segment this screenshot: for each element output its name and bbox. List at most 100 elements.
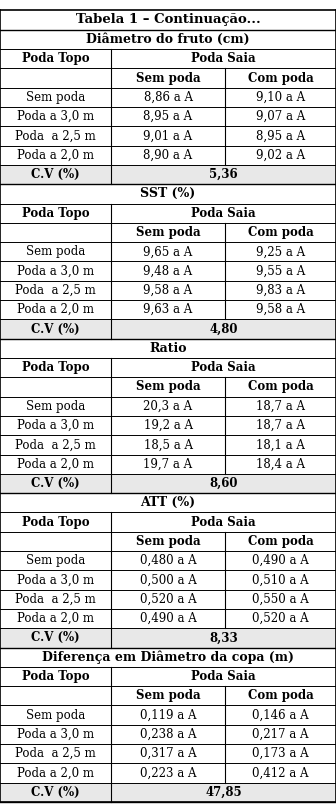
Text: 0,520 a A: 0,520 a A [252,612,309,625]
Text: C.V (%): C.V (%) [31,631,80,644]
Text: Poda  a 2,5 m: Poda a 2,5 m [15,284,96,297]
Text: Com poda: Com poda [248,535,313,548]
Text: 8,95 a A: 8,95 a A [143,110,193,123]
Text: 18,5 a A: 18,5 a A [143,438,193,451]
Text: Poda a 3,0 m: Poda a 3,0 m [17,728,94,741]
Text: 9,58 a A: 9,58 a A [143,284,193,297]
Text: Com poda: Com poda [248,689,313,702]
Text: Poda a 2,0 m: Poda a 2,0 m [17,149,94,162]
Text: Sem poda: Sem poda [26,555,85,567]
Text: Sem poda: Sem poda [26,245,85,258]
Text: Sem poda: Sem poda [26,91,85,104]
Text: Poda a 2,0 m: Poda a 2,0 m [17,767,94,779]
Text: 0,173 a A: 0,173 a A [252,747,309,760]
Text: Poda  a 2,5 m: Poda a 2,5 m [15,592,96,606]
Text: Diâmetro do fruto (cm): Diâmetro do fruto (cm) [86,33,250,46]
Text: 9,65 a A: 9,65 a A [143,245,193,258]
Bar [0,783,336,802]
Text: 0,223 a A: 0,223 a A [140,767,196,779]
Text: 9,83 a A: 9,83 a A [256,284,305,297]
Text: Sem poda: Sem poda [136,380,200,393]
Text: Poda  a 2,5 m: Poda a 2,5 m [15,747,96,760]
Text: 9,01 a A: 9,01 a A [143,130,193,143]
Text: Ratio: Ratio [149,342,187,355]
Text: Poda Topo: Poda Topo [22,206,89,220]
Text: 0,217 a A: 0,217 a A [252,728,309,741]
Text: 9,48 a A: 9,48 a A [143,264,193,277]
Text: Poda Saia: Poda Saia [191,516,256,529]
Text: Sem poda: Sem poda [136,226,200,239]
Text: C.V (%): C.V (%) [31,168,80,181]
Text: 8,60: 8,60 [209,477,238,490]
Text: 19,7 a A: 19,7 a A [143,458,193,471]
Text: 47,85: 47,85 [205,786,242,799]
Text: Poda  a 2,5 m: Poda a 2,5 m [15,130,96,143]
Text: 9,63 a A: 9,63 a A [143,303,193,316]
Text: Sem poda: Sem poda [26,400,85,413]
Text: 8,33: 8,33 [209,631,238,644]
Text: 0,119 a A: 0,119 a A [140,708,196,721]
Text: 18,7 a A: 18,7 a A [256,400,305,413]
Text: C.V (%): C.V (%) [31,477,80,490]
Text: C.V (%): C.V (%) [31,786,80,799]
Text: 9,25 a A: 9,25 a A [256,245,305,258]
Text: 0,550 a A: 0,550 a A [252,592,309,606]
Text: Poda a 3,0 m: Poda a 3,0 m [17,110,94,123]
Text: C.V (%): C.V (%) [31,322,80,335]
Text: Com poda: Com poda [248,72,313,85]
Text: Poda Saia: Poda Saia [191,361,256,374]
Text: SST (%): SST (%) [140,188,196,201]
Text: 0,500 a A: 0,500 a A [140,574,196,587]
Text: 0,510 a A: 0,510 a A [252,574,309,587]
Text: 0,490 a A: 0,490 a A [140,612,196,625]
Text: 4,80: 4,80 [209,322,238,335]
Text: Poda  a 2,5 m: Poda a 2,5 m [15,438,96,451]
Text: 9,02 a A: 9,02 a A [256,149,305,162]
Text: 9,55 a A: 9,55 a A [256,264,305,277]
Text: Poda Saia: Poda Saia [191,206,256,220]
Text: Sem poda: Sem poda [26,708,85,721]
Text: 18,4 a A: 18,4 a A [256,458,305,471]
Text: 8,90 a A: 8,90 a A [143,149,193,162]
Text: Poda a 2,0 m: Poda a 2,0 m [17,458,94,471]
Text: Poda Topo: Poda Topo [22,670,89,683]
Text: Poda a 3,0 m: Poda a 3,0 m [17,574,94,587]
Text: Tabela 1 – Continuação...: Tabela 1 – Continuação... [76,13,260,27]
Text: 0,480 a A: 0,480 a A [140,555,196,567]
Bar [0,474,336,493]
Text: Sem poda: Sem poda [136,72,200,85]
Text: 19,2 a A: 19,2 a A [143,419,193,432]
Text: 0,146 a A: 0,146 a A [252,708,309,721]
Bar [0,319,336,339]
Text: Poda a 3,0 m: Poda a 3,0 m [17,419,94,432]
Text: Diferença em Diâmetro da copa (m): Diferença em Diâmetro da copa (m) [42,650,294,664]
Text: ATT (%): ATT (%) [140,496,196,509]
Text: Com poda: Com poda [248,380,313,393]
Text: 0,490 a A: 0,490 a A [252,555,309,567]
Text: 0,238 a A: 0,238 a A [140,728,196,741]
Text: Poda Topo: Poda Topo [22,52,89,65]
Text: 5,36: 5,36 [209,168,238,181]
Bar [0,628,336,647]
Text: Com poda: Com poda [248,226,313,239]
Text: 9,07 a A: 9,07 a A [256,110,305,123]
Text: 18,7 a A: 18,7 a A [256,419,305,432]
Text: 0,317 a A: 0,317 a A [140,747,196,760]
Text: Poda a 2,0 m: Poda a 2,0 m [17,303,94,316]
Text: Poda Saia: Poda Saia [191,670,256,683]
Bar [0,165,336,185]
Text: Poda Topo: Poda Topo [22,361,89,374]
Text: Poda a 2,0 m: Poda a 2,0 m [17,612,94,625]
Text: Poda Saia: Poda Saia [191,52,256,65]
Text: 20,3 a A: 20,3 a A [143,400,193,413]
Text: 8,95 a A: 8,95 a A [256,130,305,143]
Text: 0,520 a A: 0,520 a A [140,592,196,606]
Text: Poda Topo: Poda Topo [22,516,89,529]
Text: 8,86 a A: 8,86 a A [143,91,193,104]
Text: Poda a 3,0 m: Poda a 3,0 m [17,264,94,277]
Text: 0,412 a A: 0,412 a A [252,767,309,779]
Text: 18,1 a A: 18,1 a A [256,438,305,451]
Text: Sem poda: Sem poda [136,535,200,548]
Text: Sem poda: Sem poda [136,689,200,702]
Text: 9,10 a A: 9,10 a A [256,91,305,104]
